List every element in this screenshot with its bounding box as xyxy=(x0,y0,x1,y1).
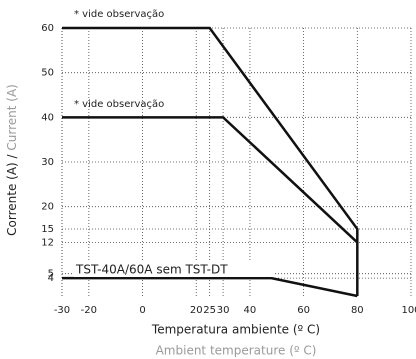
x-tick-label: 30 xyxy=(217,305,230,316)
y-axis-title: Corrente (A) / Current (A) xyxy=(5,84,19,236)
x-axis-title: Temperatura ambiente (º C) xyxy=(151,323,320,337)
y-tick-label: 5 xyxy=(48,269,54,280)
x-tick-label: -30 xyxy=(54,305,70,316)
x-tick-label: -20 xyxy=(81,305,97,316)
annotation: * vide observação xyxy=(74,99,164,110)
y-tick-label: 4 xyxy=(48,273,54,284)
series-line xyxy=(62,116,359,244)
y-tick-label: 60 xyxy=(41,23,54,34)
y-title: Corrente (A) / xyxy=(5,153,19,235)
x-tick-label: 40 xyxy=(244,305,257,316)
label-bg xyxy=(74,262,274,277)
y-tick-label: 30 xyxy=(41,157,54,168)
x-tick-label: 0 xyxy=(139,305,145,316)
x-tick-label: 60 xyxy=(297,305,310,316)
y-tick-label: 50 xyxy=(41,68,54,79)
y-tick-label: 40 xyxy=(41,112,54,123)
x-tick-label: 25 xyxy=(203,305,216,316)
y-title-en: Current (A) xyxy=(5,84,19,150)
y-tick-label: 12 xyxy=(41,237,54,248)
x-tick-label: 80 xyxy=(351,305,364,316)
x-tick-label: 20 xyxy=(190,305,203,316)
y-tick-label: 15 xyxy=(41,224,54,235)
series-line xyxy=(62,26,359,296)
series-label: TST-40A/60A sem TST-DT xyxy=(75,263,228,277)
series-line xyxy=(62,276,358,298)
x-tick-label: 100 xyxy=(401,305,416,316)
y-tick-label: 20 xyxy=(41,202,54,213)
annotation: * vide observação xyxy=(74,9,164,20)
x-axis-title-en: Ambient temperature (º C) xyxy=(156,344,317,358)
